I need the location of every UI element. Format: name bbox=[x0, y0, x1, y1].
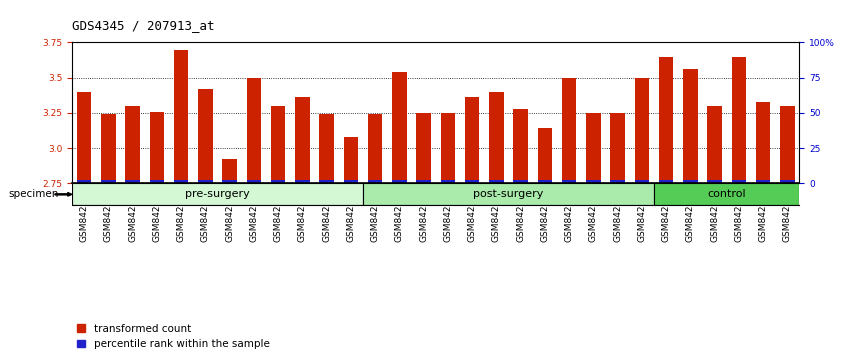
Bar bbox=[343, 137, 358, 183]
Bar bbox=[537, 129, 552, 183]
Bar bbox=[489, 180, 503, 183]
Bar bbox=[101, 114, 116, 183]
Bar bbox=[271, 106, 285, 183]
Bar bbox=[634, 180, 649, 183]
Bar bbox=[441, 113, 455, 183]
Bar bbox=[271, 180, 285, 183]
Bar bbox=[586, 180, 601, 183]
Bar bbox=[319, 180, 334, 183]
Bar bbox=[416, 113, 431, 183]
Bar bbox=[464, 97, 480, 183]
Bar bbox=[464, 180, 480, 183]
Bar bbox=[392, 72, 407, 183]
Bar bbox=[77, 180, 91, 183]
Bar bbox=[610, 180, 625, 183]
Bar bbox=[363, 183, 654, 205]
Bar bbox=[683, 180, 698, 183]
Bar bbox=[222, 159, 237, 183]
Bar bbox=[610, 113, 625, 183]
Bar bbox=[295, 180, 310, 183]
Bar bbox=[489, 92, 503, 183]
Text: post-surgery: post-surgery bbox=[473, 189, 544, 199]
Bar bbox=[173, 50, 189, 183]
Bar bbox=[295, 97, 310, 183]
Bar bbox=[732, 57, 746, 183]
Bar bbox=[198, 180, 212, 183]
Bar bbox=[634, 78, 649, 183]
Bar bbox=[659, 57, 673, 183]
Bar bbox=[562, 78, 576, 183]
Bar bbox=[586, 113, 601, 183]
Bar bbox=[125, 106, 140, 183]
Bar bbox=[319, 114, 334, 183]
Bar bbox=[368, 114, 382, 183]
Bar bbox=[150, 112, 164, 183]
Bar bbox=[246, 78, 261, 183]
Bar bbox=[755, 180, 771, 183]
Bar bbox=[707, 106, 722, 183]
Bar bbox=[707, 180, 722, 183]
Bar bbox=[392, 180, 407, 183]
Text: GDS4345 / 207913_at: GDS4345 / 207913_at bbox=[72, 19, 214, 32]
Bar bbox=[343, 180, 358, 183]
Bar bbox=[514, 109, 528, 183]
Bar bbox=[514, 180, 528, 183]
Bar bbox=[537, 180, 552, 183]
Bar bbox=[755, 102, 771, 183]
Bar bbox=[416, 180, 431, 183]
Bar bbox=[246, 180, 261, 183]
Bar bbox=[780, 106, 794, 183]
Bar bbox=[222, 180, 237, 183]
Bar bbox=[562, 180, 576, 183]
Text: control: control bbox=[707, 189, 746, 199]
Bar bbox=[780, 180, 794, 183]
Text: pre-surgery: pre-surgery bbox=[185, 189, 250, 199]
Bar bbox=[150, 180, 164, 183]
Text: specimen: specimen bbox=[8, 189, 59, 199]
Legend: transformed count, percentile rank within the sample: transformed count, percentile rank withi… bbox=[77, 324, 270, 349]
Bar bbox=[732, 180, 746, 183]
Bar bbox=[101, 180, 116, 183]
Bar bbox=[125, 180, 140, 183]
Bar bbox=[683, 69, 698, 183]
Bar bbox=[77, 92, 91, 183]
Bar bbox=[654, 183, 799, 205]
Bar bbox=[659, 180, 673, 183]
Bar bbox=[173, 180, 189, 183]
Bar bbox=[368, 180, 382, 183]
Bar bbox=[441, 180, 455, 183]
Bar bbox=[198, 89, 212, 183]
Bar bbox=[72, 183, 363, 205]
